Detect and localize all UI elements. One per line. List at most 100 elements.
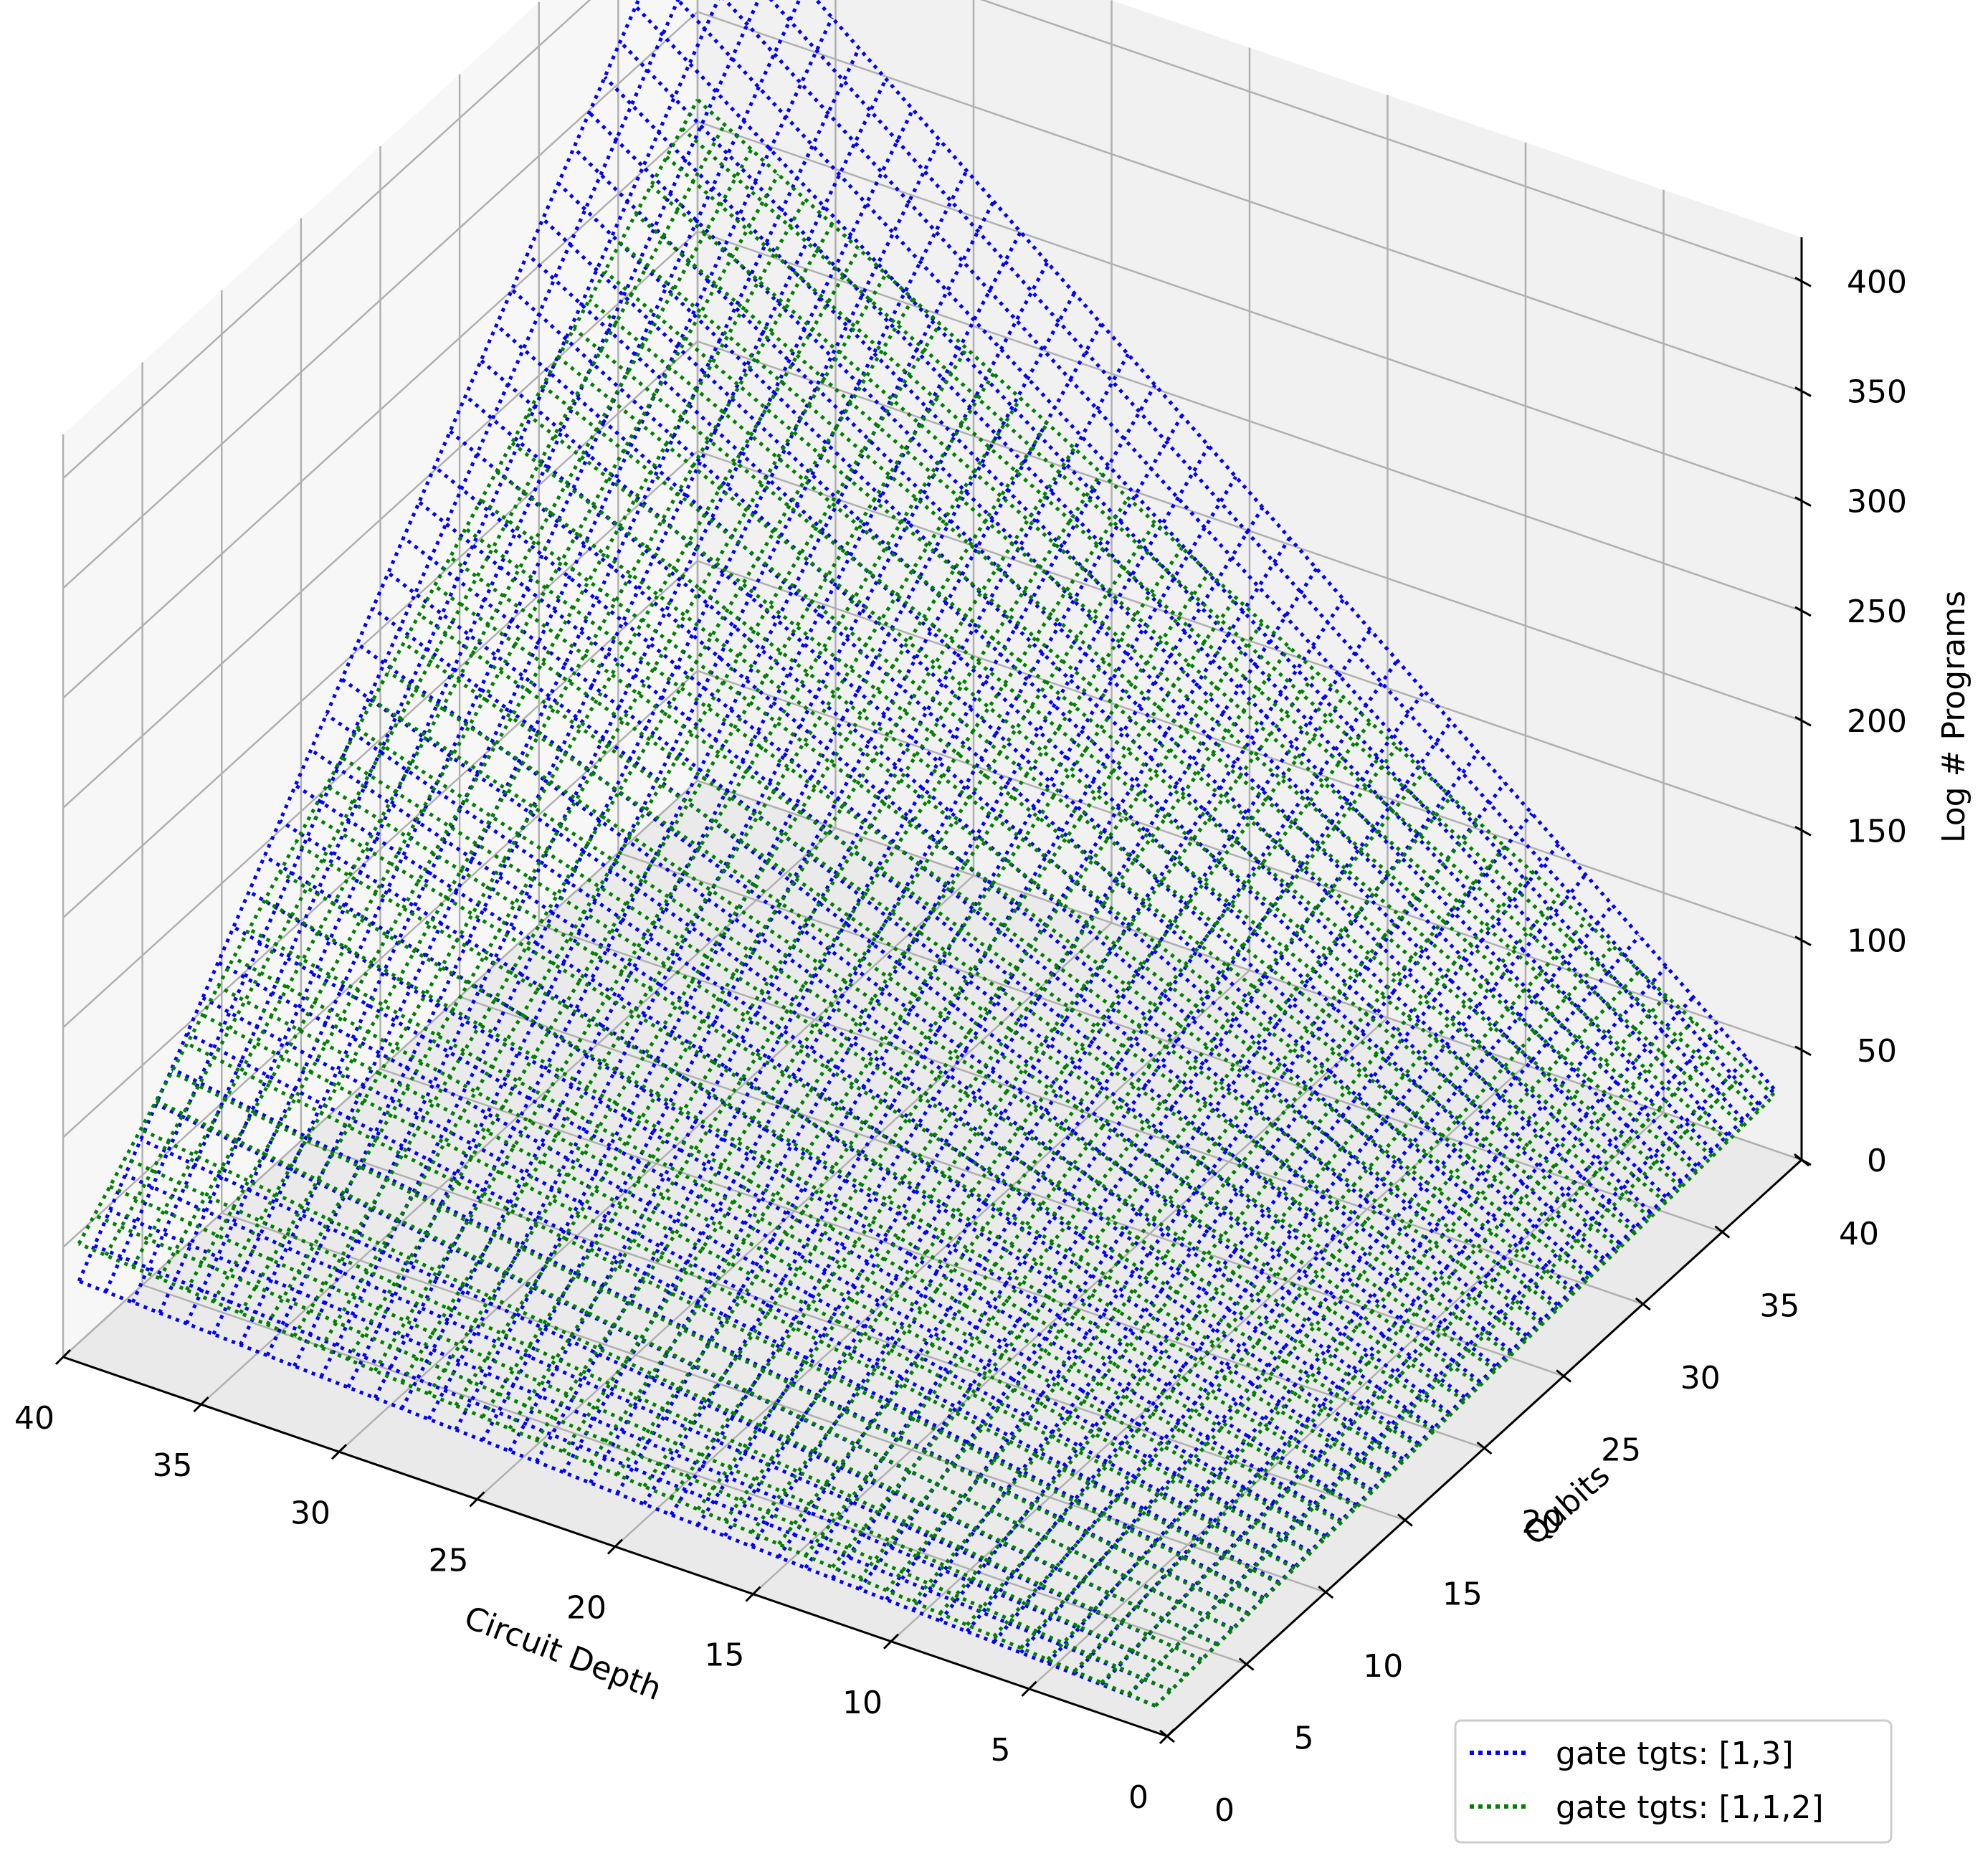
grid-backwall-z-250 <box>697 230 1802 612</box>
y-tick-label-8: 40 <box>1839 1216 1879 1252</box>
surface-0-line-const-qubits-11 <box>248 890 1327 1538</box>
x-tick-label-1: 5 <box>991 1732 1011 1769</box>
z-tick-label-8: 400 <box>1847 264 1907 300</box>
z-tick-6 <box>1794 496 1812 508</box>
surface-0-line-const-qubits-37 <box>675 0 1729 1137</box>
z-tick-label-5: 250 <box>1847 594 1907 630</box>
surface-1-line-const-qubits-23 <box>433 584 1513 1357</box>
z-tick-label-6: 300 <box>1847 484 1907 520</box>
grid-backwall-z-100 <box>697 560 1802 941</box>
y-tick-label-2: 10 <box>1363 1648 1403 1685</box>
grid-leftwall-z-150 <box>62 450 698 1029</box>
surface-0-line-const-qubits-28 <box>510 288 1590 1275</box>
surface-1-line-const-depth-34 <box>239 248 861 1314</box>
legend-entry-0: gate tgts: [1,3] <box>1556 1736 1794 1772</box>
surface-1-line-const-depth-26 <box>454 447 1076 1407</box>
surface-1-line-const-qubits-13 <box>279 870 1358 1509</box>
y-tick-1 <box>1238 1657 1255 1671</box>
surface-1-line-const-depth-35 <box>211 223 834 1303</box>
surface-1-line-const-qubits-6 <box>171 1070 1250 1617</box>
surface-0-line-const-depth-13 <box>804 690 1426 1569</box>
surface-0-line-const-qubits-13 <box>279 819 1358 1507</box>
surface-1-line-const-depth-13 <box>804 771 1426 1557</box>
surface-0-line-const-qubits-32 <box>572 146 1652 1214</box>
x-tick-label-2: 10 <box>842 1685 883 1721</box>
legend-entry-1: gate tgts: [1,1,2] <box>1556 1789 1824 1826</box>
surface-0-line-const-qubits-36 <box>634 5 1714 1152</box>
legend: gate tgts: [1,3] gate tgts: [1,1,2] <box>1454 1719 1893 1844</box>
surface-0-line-const-qubits-6 <box>171 1067 1250 1615</box>
surface-0-line-const-depth-12 <box>831 720 1453 1580</box>
surface-0-line-const-depth-21 <box>589 445 1211 1484</box>
surface-0-line-const-depth-38 <box>130 0 720 1303</box>
surface-1-line-const-qubits-21 <box>402 642 1482 1387</box>
surface-1-line-const-qubits-27 <box>495 470 1574 1295</box>
surface-1-line-const-depth-24 <box>508 497 1130 1430</box>
z-tick-3 <box>1794 826 1812 837</box>
y-tick-5 <box>1556 1369 1572 1383</box>
surface-1-line-const-qubits-5 <box>155 1099 1234 1632</box>
surface-0-line-const-qubits-26 <box>480 358 1559 1307</box>
surface-1-line-const-depth-3 <box>1073 1019 1695 1672</box>
surface-1-line-const-depth-27 <box>427 422 1050 1395</box>
z-tick-5 <box>1794 606 1812 617</box>
surface-1-line-const-qubits-20 <box>387 670 1466 1402</box>
z-tick-8 <box>1794 276 1812 287</box>
surfaces <box>77 0 1776 1708</box>
surface-0-line-const-depth-18 <box>669 537 1291 1516</box>
surface-1-line-const-qubits-24 <box>449 556 1528 1341</box>
surface-0-line-const-depth-34 <box>239 47 861 1346</box>
surface-1-line-const-depth-0 <box>1154 1094 1776 1708</box>
x-tick-label-3: 15 <box>705 1637 745 1674</box>
z-tick-4 <box>1794 715 1812 727</box>
y-tick-label-3: 15 <box>1442 1576 1483 1613</box>
surface-1-line-const-depth-38 <box>131 148 753 1268</box>
x-tick-2 <box>883 1633 900 1650</box>
surface-0 <box>77 0 1776 1708</box>
y-tick-label-1: 5 <box>1294 1720 1314 1757</box>
surface-0-line-const-qubits-38 <box>723 0 1745 1121</box>
surface-0-line-const-depth-31 <box>319 139 942 1378</box>
surface-1-line-const-depth-32 <box>293 298 915 1338</box>
surface-1-line-const-depth-8 <box>938 895 1561 1615</box>
x-axis-label: Circuit Depth <box>460 1599 667 1708</box>
z-tick-label-3: 150 <box>1847 813 1907 849</box>
surface-1-line-const-depth-33 <box>265 272 888 1326</box>
y-tick-label-6: 30 <box>1680 1360 1721 1396</box>
z-tick-label-1: 50 <box>1857 1033 1897 1070</box>
surface-0-line-const-qubits-10 <box>232 925 1311 1553</box>
surface-1-line-const-qubits-22 <box>418 613 1497 1372</box>
x-tick-5 <box>469 1491 485 1508</box>
y-tick-2 <box>1318 1585 1334 1599</box>
surface-1-line-const-depth-36 <box>185 198 807 1291</box>
y-tick-label-4: 20 <box>1522 1504 1562 1541</box>
surface-1-line-const-depth-21 <box>589 571 1211 1465</box>
tick-marks-and-labels: 0510152025303540051015202530354005010015… <box>14 264 1907 1829</box>
surface-1-line-const-qubits-32 <box>572 327 1652 1219</box>
surface-1-line-const-qubits-14 <box>294 842 1373 1494</box>
surface-1-line-const-qubits-38 <box>665 156 1745 1128</box>
surface-1-line-const-depth-25 <box>481 472 1103 1419</box>
z-tick-1 <box>1794 1045 1812 1057</box>
grid-backwall-z-150 <box>697 450 1802 832</box>
x-tick-label-6: 30 <box>290 1495 330 1531</box>
grid-leftwall-z-400 <box>62 0 591 480</box>
surface-0-line-const-depth-33 <box>265 78 888 1356</box>
y-tick-6 <box>1635 1297 1651 1311</box>
surface-0-line-const-qubits-2 <box>109 1209 1187 1677</box>
surface-1-line-const-depth-23 <box>535 522 1157 1442</box>
axis-panes <box>63 0 1802 1736</box>
surface-0-line-const-depth-2 <box>1100 1026 1722 1686</box>
surface-0-line-const-depth-5 <box>1019 934 1641 1655</box>
z-tick-label-7: 350 <box>1847 374 1907 411</box>
grid-floor-y-10 <box>221 1212 1326 1594</box>
surface-0-line-const-depth-35 <box>211 16 834 1336</box>
surface-1-line-const-depth-17 <box>696 671 1318 1511</box>
surface-1-line-const-qubits-7 <box>186 1042 1265 1601</box>
z-tick-7 <box>1794 386 1812 397</box>
y-tick-label-5: 25 <box>1601 1432 1641 1469</box>
surface-0-line-const-qubits-8 <box>201 996 1280 1584</box>
grid-backwall-z-400 <box>980 0 1802 282</box>
surface-1-line-const-depth-20 <box>615 596 1237 1476</box>
